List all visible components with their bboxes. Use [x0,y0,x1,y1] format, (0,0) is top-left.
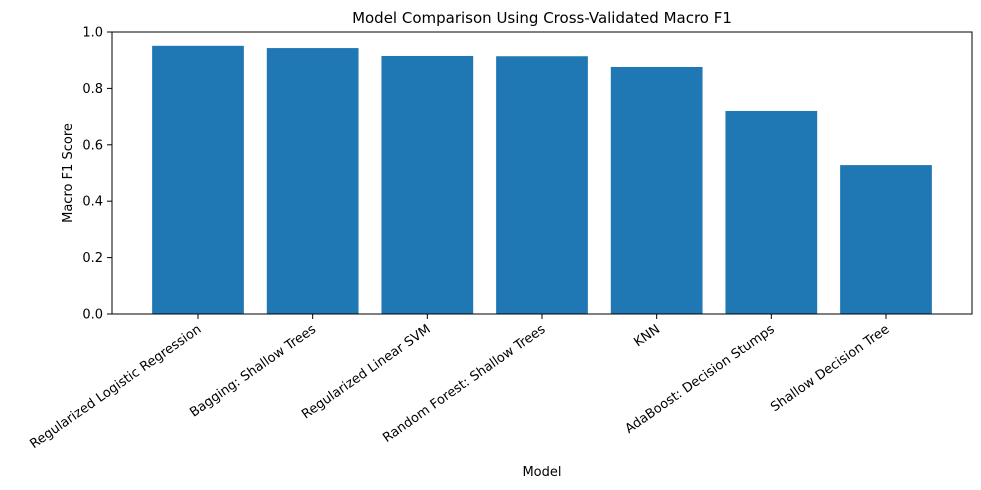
y-tick-label-1: 0.2 [82,251,103,266]
bar-1 [266,48,359,314]
y-tick-label-5: 1.0 [82,26,103,41]
x-tick-label-0: Regularized Logistic Regression [27,322,204,452]
plot-frame [111,31,973,315]
y-tick-label-4: 0.8 [82,82,103,97]
bar-6 [840,165,932,314]
bar-5 [725,110,818,315]
y-tick-label-2: 0.4 [82,195,103,210]
y-tick-label-3: 0.6 [82,138,103,153]
bar-4 [610,66,703,314]
y-tick-label-0: 0.0 [82,308,103,323]
x-tick-label-1: Bagging: Shallow Trees [187,322,319,421]
y-axis: 0.0 0.2 0.4 0.6 0.8 1.0 [82,26,112,323]
bar-3 [496,56,588,314]
x-tick-label-4: KNN [631,322,663,350]
bar-2 [381,55,474,314]
y-axis-title: Macro F1 Score [61,123,76,223]
bars-group [152,45,932,315]
x-tick-label-2: Regularized Linear SVM [299,322,433,422]
x-axis-title: Model [522,465,561,480]
x-axis: Regularized Logistic RegressionBagging: … [27,314,892,452]
x-tick-label-6: Shallow Decision Tree [768,322,892,415]
chart-title: Model Comparison Using Cross-Validated M… [352,9,732,27]
bar-0 [152,45,244,314]
